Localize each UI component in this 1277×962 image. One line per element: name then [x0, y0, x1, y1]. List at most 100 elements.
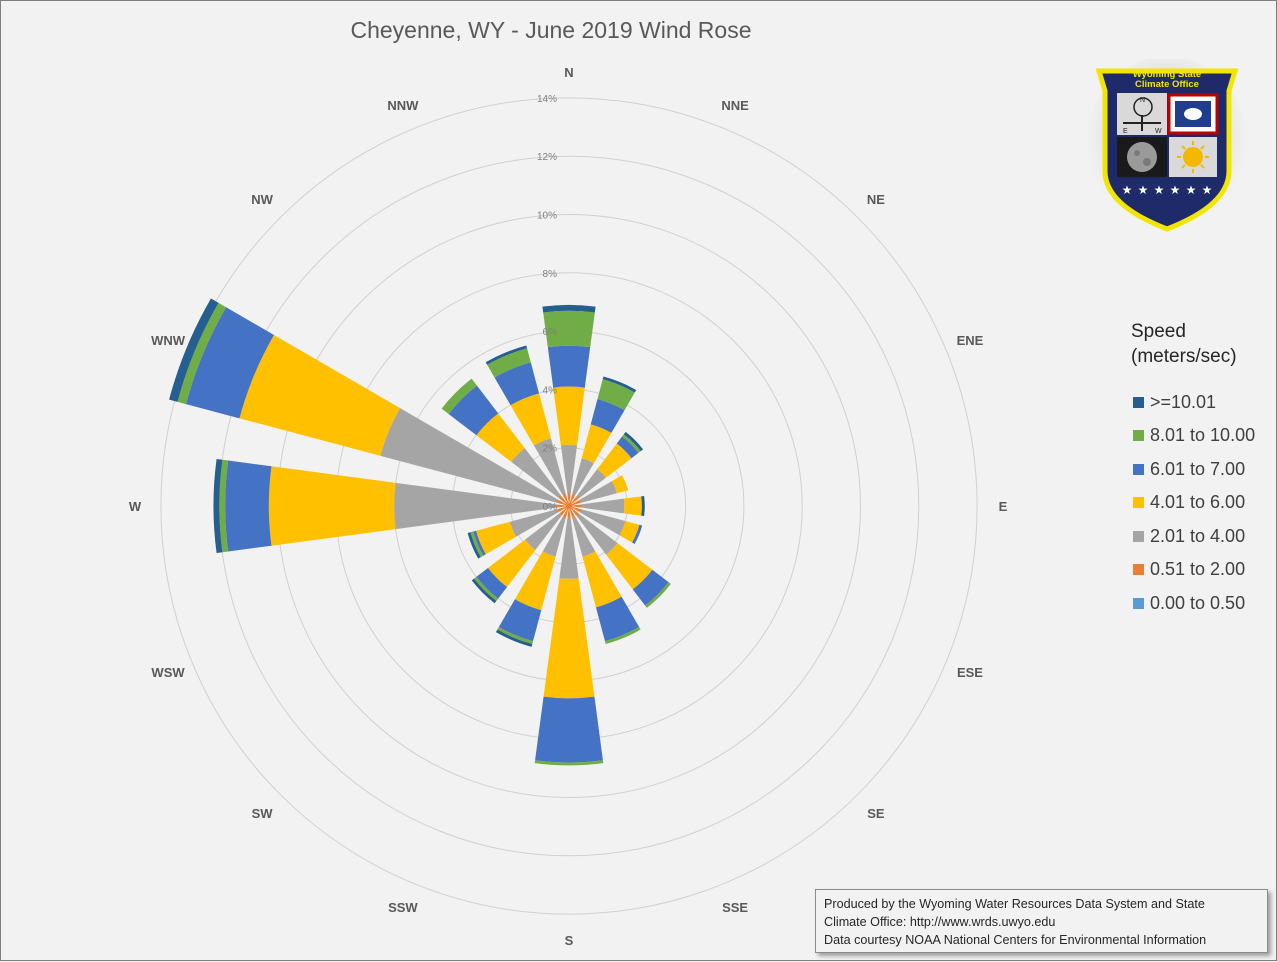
wedge-wsw-2: [509, 508, 559, 537]
svg-text:★: ★: [1122, 183, 1133, 197]
wedge-se-2: [576, 513, 618, 555]
wedge-wsw-5: [470, 531, 484, 558]
legend-swatch: [1133, 597, 1144, 609]
radial-tick-label: 8%: [543, 269, 558, 280]
wedge-se-4: [632, 569, 669, 606]
wedge-nne-5: [597, 379, 635, 411]
legend-label: 4.01 to 6.00: [1150, 492, 1246, 512]
legend-swatch: [1133, 396, 1144, 408]
wedge-ssw-3: [514, 551, 556, 611]
wedge-sse-3: [582, 551, 622, 608]
direction-label-ese: ESE: [957, 665, 983, 680]
center-spoke: [568, 505, 580, 517]
wedge-w-4: [225, 460, 272, 552]
center-spoke: [563, 505, 570, 520]
legend-item: 6.01 to 7.00: [1133, 457, 1245, 481]
wedge-s-4: [535, 696, 603, 763]
wedge-n-6: [542, 304, 596, 313]
legend-title-line1: Speed: [1131, 321, 1186, 342]
wedge-ssw-2: [542, 516, 567, 557]
wedge-wnw-2: [380, 408, 559, 504]
wedge-ne-6: [623, 431, 644, 452]
wedge-n-5: [543, 310, 595, 348]
wedge-n-4: [547, 345, 591, 388]
legend-label: 0.51 to 2.00: [1150, 559, 1246, 579]
direction-label-se: SE: [867, 806, 885, 821]
wedge-ssw-4: [498, 599, 542, 642]
wedge-nne-3: [581, 424, 612, 464]
legend-item: 0.51 to 2.00: [1133, 558, 1245, 582]
center-spoke: [568, 495, 580, 507]
wedge-ne-2: [576, 468, 607, 499]
radial-tick-label: 2%: [543, 444, 558, 455]
legend-label: 6.01 to 7.00: [1150, 458, 1246, 479]
wedge-ese-2: [579, 508, 626, 536]
legend-item: 8.01 to 10.00: [1133, 424, 1255, 448]
legend-title-line2: (meters/sec): [1131, 346, 1237, 367]
wedge-ene-3: [611, 475, 629, 494]
direction-label-sw: SW: [252, 806, 274, 821]
wedge-se-5: [645, 582, 671, 608]
wedge-nw-4: [448, 385, 499, 436]
wedge-ese-3: [619, 520, 640, 543]
wedge-nnw-6: [485, 345, 528, 365]
stars-row: ★ ★ ★ ★ ★ ★: [1122, 183, 1213, 197]
logo-text-line2: Climate Office: [1135, 79, 1199, 90]
direction-label-nw: NW: [251, 192, 273, 207]
wedge-w-6: [213, 458, 223, 554]
wedge-e-3: [623, 496, 642, 516]
radial-tick-label: 14%: [537, 94, 557, 105]
legend-swatch: [1133, 463, 1144, 475]
wedge-ne-3: [597, 443, 632, 478]
moon-icon: [1127, 142, 1157, 172]
direction-label-sse: SSE: [722, 900, 748, 915]
center-spoke: [568, 505, 583, 512]
legend-item: >=10.01: [1133, 390, 1216, 414]
center-spoke: [555, 500, 570, 507]
wedge-sse-4: [595, 596, 640, 642]
center-spoke: [563, 492, 570, 507]
radial-tick-label: 10%: [537, 211, 557, 222]
wedge-sw-5: [474, 576, 499, 601]
credits-box: Produced by the Wyoming Water Resources …: [815, 889, 1268, 953]
wedge-sw-4: [476, 567, 508, 599]
emblem-letter-n: N: [1140, 97, 1145, 104]
legend-label: >=10.01: [1150, 391, 1217, 412]
wedge-n-2: [560, 444, 578, 495]
legend-item: 4.01 to 6.00: [1133, 491, 1245, 515]
wedge-sw-3: [487, 539, 536, 588]
svg-text:★: ★: [1186, 183, 1197, 197]
wedge-nnw-2: [533, 438, 567, 496]
wedge-sse-5: [604, 627, 641, 644]
wedge-n-3: [553, 386, 585, 446]
wedge-ese-4: [632, 524, 643, 545]
legend-swatch: [1133, 497, 1144, 508]
svg-text:★: ★: [1170, 183, 1181, 197]
wedge-nnw-4: [494, 362, 540, 406]
wedge-e-2: [580, 498, 625, 514]
wedge-nne-2: [571, 458, 594, 496]
center-spoke: [558, 505, 570, 517]
credits-line2: Climate Office: http://www.wrds.uwyo.edu: [824, 915, 1056, 929]
wedge-se-3: [606, 543, 653, 590]
radial-tick-label: 6%: [543, 327, 558, 338]
wedge-ene-2: [579, 481, 617, 504]
wedge-w-5: [219, 459, 229, 553]
credits-line1: Produced by the Wyoming Water Resources …: [824, 897, 1205, 911]
svg-text:★: ★: [1154, 183, 1165, 197]
center-spoke: [568, 505, 575, 520]
wedge-nnw-5: [487, 348, 531, 378]
legend-label: 0.00 to 0.50: [1150, 592, 1246, 613]
wedge-nw-3: [476, 413, 525, 462]
direction-label-nne: NNE: [721, 98, 749, 113]
radial-tick-label: 12%: [537, 152, 557, 163]
wedge-nne-6: [602, 376, 637, 393]
wedge-s-2: [559, 517, 579, 579]
sun-icon: [1183, 147, 1203, 167]
wedge-s-3: [543, 578, 595, 699]
direction-label-nnw: NNW: [387, 98, 419, 113]
radial-tick-label: 4%: [543, 385, 558, 396]
center-spoke: [555, 505, 570, 512]
wedge-wnw-5: [177, 302, 227, 405]
direction-label-n: N: [564, 65, 573, 80]
